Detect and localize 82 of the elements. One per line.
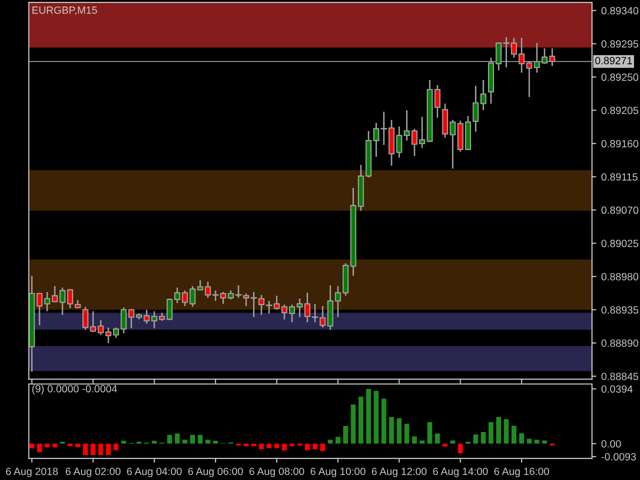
y-tick-label: 0.89340 — [601, 7, 638, 14]
bar — [244, 444, 249, 446]
y-tick-label: 0.88935 — [601, 306, 638, 314]
bar — [152, 440, 157, 444]
bar — [420, 440, 425, 444]
bar — [336, 436, 340, 444]
x-tick-label: 6 Aug 16:00 — [494, 468, 549, 478]
bar — [412, 436, 417, 444]
bar — [190, 434, 196, 444]
bar — [381, 398, 386, 444]
bar — [389, 416, 394, 444]
x-tick-label: 6 Aug 12:00 — [372, 468, 427, 478]
x-tick-label: 6 Aug 02:00 — [66, 468, 120, 478]
y-tick-label: 0.89160 — [601, 140, 638, 148]
y-tick-label: 0.89205 — [601, 106, 638, 114]
x-tick-label: 6 Aug 2018 — [6, 468, 58, 478]
bar — [427, 422, 432, 444]
bar — [519, 433, 524, 444]
bar — [343, 426, 348, 444]
bar — [350, 404, 356, 444]
y-tick-label: 0.89115 — [601, 173, 638, 181]
y-tick-label: 0.0394 — [601, 385, 633, 393]
bar — [404, 424, 410, 444]
y-tick-label: 0.00 — [601, 440, 621, 448]
bar — [68, 444, 73, 446]
bar — [496, 416, 502, 444]
bar — [106, 444, 111, 456]
y-tick-label: 0.89295 — [601, 40, 638, 48]
bar — [44, 444, 50, 448]
annotation: EURGBP,M15 — [32, 6, 97, 16]
x-tick-label: 6 Aug 04:00 — [127, 468, 182, 478]
bar — [458, 444, 463, 454]
bar — [52, 444, 58, 448]
bar — [266, 444, 272, 448]
annotation: (9) 0.0000 -0.0004 — [32, 384, 118, 394]
y-tick-label: 0.88980 — [601, 273, 638, 280]
bar — [473, 434, 478, 444]
bar — [258, 444, 264, 450]
x-tick-label: 6 Aug 06:00 — [188, 468, 243, 478]
bar — [37, 444, 42, 452]
bar — [366, 388, 372, 444]
bar — [396, 418, 402, 444]
bar — [90, 444, 96, 456]
bar — [213, 440, 218, 444]
bar — [488, 422, 494, 444]
bar — [312, 444, 318, 450]
y-tick-label: 0.88845 — [601, 372, 638, 380]
bar — [534, 440, 540, 444]
y-tick-label: -0.0093 — [601, 453, 636, 460]
bar — [374, 390, 379, 444]
bar — [82, 444, 88, 456]
y-tick-label: 0.88890 — [601, 340, 638, 347]
bar — [442, 444, 448, 447]
bar — [542, 440, 548, 444]
bar — [434, 434, 440, 444]
bar — [504, 419, 509, 444]
bar — [182, 440, 188, 444]
bar — [251, 444, 256, 446]
bar — [512, 426, 516, 444]
x-tick-label: 6 Aug 08:00 — [249, 468, 304, 478]
x-tick-label: 6 Aug 14:00 — [433, 468, 488, 478]
bar — [167, 434, 172, 444]
bar — [290, 444, 294, 446]
bar — [304, 444, 310, 450]
bar — [480, 432, 486, 444]
bar — [174, 434, 180, 444]
y-tick-label: 0.89025 — [601, 240, 638, 248]
bar — [282, 444, 287, 450]
bar — [274, 444, 280, 448]
y-tick-label: 0.89070 — [601, 206, 638, 214]
x-tick-label: 6 Aug 10:00 — [310, 468, 366, 478]
bar — [121, 440, 126, 444]
bar — [98, 444, 104, 456]
bar — [75, 444, 80, 448]
bar — [29, 444, 34, 448]
y-tick-label: 0.89250 — [601, 74, 638, 81]
bar — [114, 444, 118, 450]
bar — [320, 444, 326, 452]
candlestick — [480, 79, 486, 111]
bar — [358, 396, 364, 444]
bar — [205, 440, 210, 444]
ref-line-label: 0.89271 — [595, 56, 632, 64]
